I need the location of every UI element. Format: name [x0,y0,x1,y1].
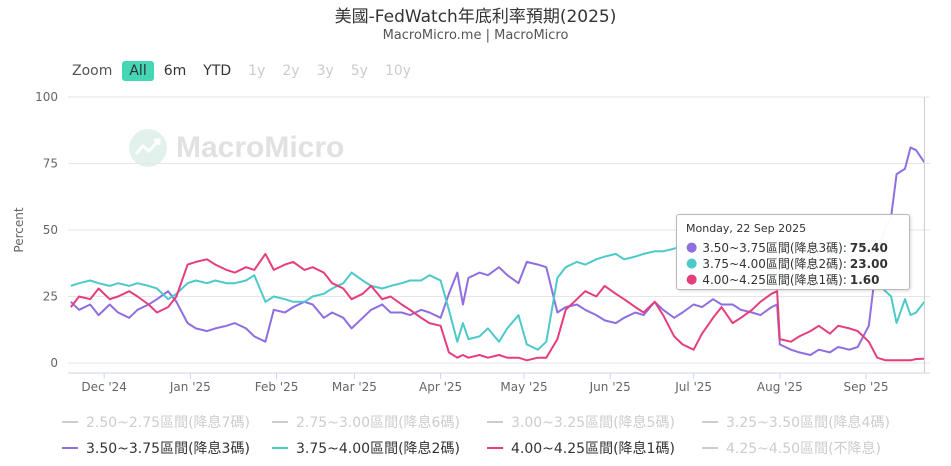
zoom-button-1y: 1y [248,63,266,79]
x-tick-label: Jul '25 [674,380,712,394]
chart-subtitle: MacroMicro.me | MacroMicro [382,28,569,43]
x-tick-label: May '25 [500,380,547,394]
watermark-text: MacroMicro [176,131,345,164]
x-tick-label: Feb '25 [255,380,299,394]
series-line-1[interactable] [70,146,926,356]
x-tick-label: Apr '25 [419,380,462,394]
x-tick-label: Dec '24 [81,380,127,394]
x-tick-label: Sep '25 [844,380,889,394]
series-dot-icon: ● [686,272,698,287]
series-line-3[interactable] [70,252,925,362]
tooltip-date: Monday, 22 Sep 2025 [686,222,807,235]
legend-item[interactable]: 3.25~3.50區間(降息4碼) [702,412,890,432]
legend-swatch-icon [62,421,78,423]
legend-item[interactable]: 3.50~3.75區間(降息3碼) [62,438,250,458]
x-tick-label: Mar '25 [332,380,377,394]
zoom-controls: Zoom All 6m YTD 1y 2y 3y 5y 10y [72,60,421,82]
legend-item[interactable]: 4.25~4.50區間(不降息) [702,438,881,458]
chart-tooltip: Monday, 22 Sep 2025 ● 3.50~3.75區間(降息3碼): 7… [676,214,910,290]
y-tick-label: 25 [43,290,58,304]
zoom-button-2y: 2y [282,63,300,79]
y-tick-label: 100 [35,90,58,104]
tooltip-row: ● 3.50~3.75區間(降息3碼): 75.40 [686,239,888,256]
legend-item[interactable]: 3.75~4.00區間(降息2碼) [272,438,460,458]
legend-label: 4.00~4.25區間(降息1碼) [511,441,675,457]
legend-label: 2.75~3.00區間(降息6碼) [296,415,460,431]
x-tick-label: Aug '25 [757,380,803,394]
legend-label: 3.50~3.75區間(降息3碼) [86,441,250,457]
tooltip-row: ● 3.75~4.00區間(降息2碼): 23.00 [686,255,888,272]
legend-label: 2.50~2.75區間(降息7碼) [86,415,250,431]
tooltip-series-label: 3.50~3.75區間(降息3碼): [702,241,847,255]
legend-item[interactable]: 4.00~4.25區間(降息1碼) [487,438,675,458]
legend-label: 3.75~4.00區間(降息2碼) [296,441,460,457]
legend-swatch-icon [272,421,288,423]
tooltip-series-value: 1.60 [849,272,880,287]
line-chart[interactable]: 0 25 50 75 100 Dec '24 Jan '25 Feb '25 Mar '25 Ap… [0,0,951,410]
watermark: MacroMicro [128,128,344,168]
legend-label: 3.00~3.25區間(降息5碼) [511,415,675,431]
y-tick-label: 0 [50,356,58,370]
legend-swatch-icon [702,421,718,423]
legend-item[interactable]: 2.50~2.75區間(降息7碼) [62,412,250,432]
zoom-button-ytd[interactable]: YTD [203,63,232,79]
legend-swatch-icon [487,421,503,423]
x-tick-label: Jun '25 [589,380,631,394]
tooltip-row: ● 4.00~4.25區間(降息1碼): 1.60 [686,271,880,288]
legend-label: 3.25~3.50區間(降息4碼) [726,415,890,431]
tooltip-series-value: 75.40 [849,240,888,255]
y-tick-label: 50 [43,223,58,237]
y-axis-label: Percent [12,207,26,252]
legend-label: 4.25~4.50區間(不降息) [726,441,881,457]
legend-swatch-icon [62,447,78,449]
y-tick-label: 75 [43,157,58,171]
zoom-button-5y: 5y [350,63,368,79]
zoom-button-10y: 10y [384,63,412,79]
zoom-button-6m[interactable]: 6m [163,63,187,79]
series-dot-icon: ● [686,256,698,271]
legend-item[interactable]: 2.75~3.00區間(降息6碼) [272,412,460,432]
chart-title: 美國-FedWatch年底利率預期(2025) [334,7,617,27]
legend-item[interactable]: 3.00~3.25區間(降息5碼) [487,412,675,432]
zoom-button-all[interactable]: All [122,61,154,81]
chart-logo-icon [129,129,167,167]
zoom-button-3y: 3y [316,63,334,79]
x-tick-label: Jan '25 [169,380,211,394]
zoom-label: Zoom [72,63,113,79]
tooltip-series-label: 3.75~4.00區間(降息2碼): [702,257,847,271]
series-dot-icon: ● [686,240,698,255]
legend-swatch-icon [272,447,288,449]
legend-swatch-icon [702,447,718,449]
tooltip-series-value: 23.00 [849,256,888,271]
tooltip-series-label: 4.00~4.25區間(降息1碼): [702,273,847,287]
legend-swatch-icon [487,447,503,449]
